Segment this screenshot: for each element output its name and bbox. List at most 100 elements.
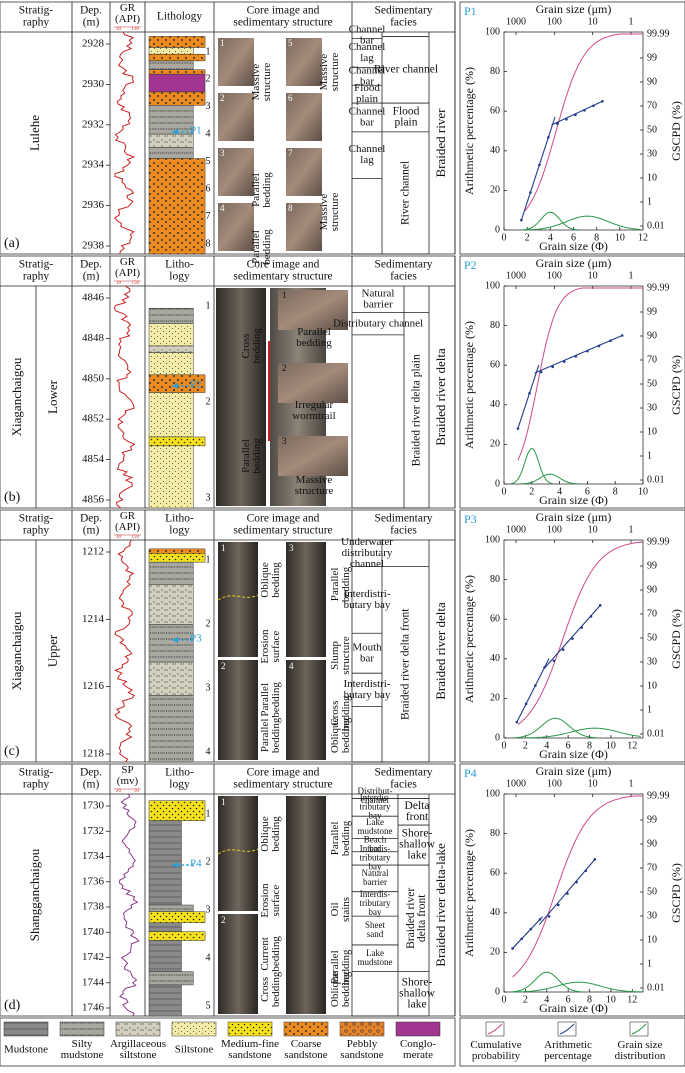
facies-sub-label: plain bbox=[395, 117, 418, 129]
right-tick-label: 50 bbox=[647, 124, 657, 135]
arithmetic-point bbox=[552, 659, 556, 663]
structure-label: structure bbox=[295, 485, 334, 497]
x-tick-label: 0 bbox=[502, 232, 507, 243]
depth-tick-label: 2928 bbox=[82, 38, 105, 50]
structure-label: Cross bbox=[259, 977, 271, 1002]
stratigraphy-header: Stratig- bbox=[19, 513, 54, 525]
plot-area bbox=[503, 285, 644, 485]
bed-number: 2 bbox=[206, 618, 211, 629]
facies-micro-label: Distribut- bbox=[358, 786, 393, 796]
y-tick-label: 100 bbox=[485, 534, 500, 545]
x-tick-label: 6 bbox=[571, 232, 576, 243]
bottom-axis-label: Grain size (Φ) bbox=[539, 747, 608, 761]
arithmetic-point bbox=[543, 665, 546, 669]
structure-label: Oblique bedding bbox=[329, 717, 352, 753]
lithology-bed bbox=[148, 60, 194, 70]
top-tick-label: 100 bbox=[547, 16, 562, 27]
y-tick-label: 20 bbox=[490, 439, 500, 450]
structure-label: Massive bbox=[250, 64, 262, 101]
structure-label: bedding bbox=[270, 936, 282, 972]
right-tick-label: 99 bbox=[647, 52, 657, 63]
top-tick-label: 1 bbox=[629, 270, 634, 281]
right-axis-label: GSCPD (%) bbox=[669, 355, 683, 415]
structure-label: Current bedding bbox=[259, 936, 282, 972]
plot-area bbox=[503, 31, 644, 231]
bed-number: 7 bbox=[206, 211, 211, 222]
structure-label: structure bbox=[329, 193, 341, 232]
depth-header: Dep.(m) bbox=[80, 513, 102, 537]
structure-label: Parallel bbox=[329, 950, 341, 984]
top-tick-label: 1 bbox=[629, 16, 634, 27]
y-tick-label: 60 bbox=[490, 613, 500, 624]
chart-sample-label: P3 bbox=[464, 512, 477, 526]
lithology-bed bbox=[148, 323, 194, 347]
facies-micro-label: bar bbox=[360, 652, 374, 664]
log-header: (API) bbox=[115, 267, 140, 279]
right-tick-label: 0.01 bbox=[647, 982, 665, 993]
legend-label: Coarse bbox=[291, 1038, 322, 1050]
chart-sample-label: P1 bbox=[464, 4, 477, 18]
facies-sub-label: lake bbox=[407, 850, 426, 862]
legend-label: Pebbly bbox=[347, 1038, 378, 1050]
x-tick-label: 2 bbox=[529, 486, 534, 497]
core-photo bbox=[286, 870, 326, 940]
x-tick-label: 0 bbox=[502, 740, 507, 751]
log-range-min: 20 bbox=[116, 789, 122, 794]
facies-micro-label: Interdis- bbox=[360, 792, 391, 802]
facies-micro-label: Distributary channel bbox=[333, 317, 423, 329]
depth-tick-label: 4846 bbox=[82, 292, 105, 304]
stratigraphy-header: Stratig- bbox=[19, 259, 54, 271]
arithmetic-point bbox=[593, 858, 597, 861]
lithology-bed bbox=[148, 695, 194, 763]
right-tick-label: 99.99 bbox=[647, 790, 670, 801]
lithology-header: Litho- bbox=[165, 513, 194, 525]
arithmetic-point bbox=[547, 135, 550, 139]
x-tick-label: 10 bbox=[638, 486, 648, 497]
top-tick-label: 1 bbox=[629, 16, 634, 27]
y-tick-label: 0 bbox=[495, 986, 500, 997]
legend-label: Siltstone bbox=[175, 1044, 214, 1056]
legend-label: sandstone bbox=[284, 1049, 328, 1061]
facies-micro-label: Interdis- bbox=[360, 889, 391, 899]
lithology-bed bbox=[148, 984, 182, 1017]
core-photo-number: 6 bbox=[288, 93, 293, 103]
core-photo-number: 5 bbox=[288, 38, 293, 48]
y-tick-label: 80 bbox=[490, 320, 500, 331]
arithmetic-line bbox=[512, 916, 543, 949]
x-tick-label: 0 bbox=[502, 740, 507, 751]
depth-tick-label: 1730 bbox=[82, 800, 105, 812]
bed-number: 2 bbox=[206, 618, 211, 629]
lithology-bed bbox=[148, 53, 206, 62]
x-tick-label: 2 bbox=[523, 994, 528, 1005]
right-axis-label: GSCPD (%) bbox=[669, 101, 683, 161]
facies-micro-label: Interdistri- bbox=[343, 678, 390, 690]
depth-tick-label: 1734 bbox=[82, 850, 105, 862]
depth-tick-label: 4848 bbox=[82, 332, 105, 344]
bed-number: 4 bbox=[206, 129, 211, 140]
y-tick-label: 20 bbox=[490, 185, 500, 196]
depth-tick-label: 1212 bbox=[82, 546, 104, 558]
facies-header: Sedimentary bbox=[374, 259, 432, 271]
y-tick-label: 60 bbox=[490, 359, 500, 370]
panel-letter: (c) bbox=[4, 744, 20, 759]
lithology-header: Litho- bbox=[165, 259, 194, 271]
member-label: Lower bbox=[45, 379, 60, 414]
grain-distribution-curve bbox=[510, 447, 553, 485]
core-photo bbox=[286, 944, 326, 1014]
top-axis-label: Grain size (μm) bbox=[536, 764, 612, 778]
legend-label: Argillaceous bbox=[110, 1038, 166, 1050]
structure-label: Oblique bbox=[259, 816, 271, 852]
x-tick-label: 10 bbox=[638, 486, 648, 497]
top-tick-label: 1000 bbox=[506, 524, 526, 535]
depth-tick-label: 4850 bbox=[82, 372, 105, 384]
